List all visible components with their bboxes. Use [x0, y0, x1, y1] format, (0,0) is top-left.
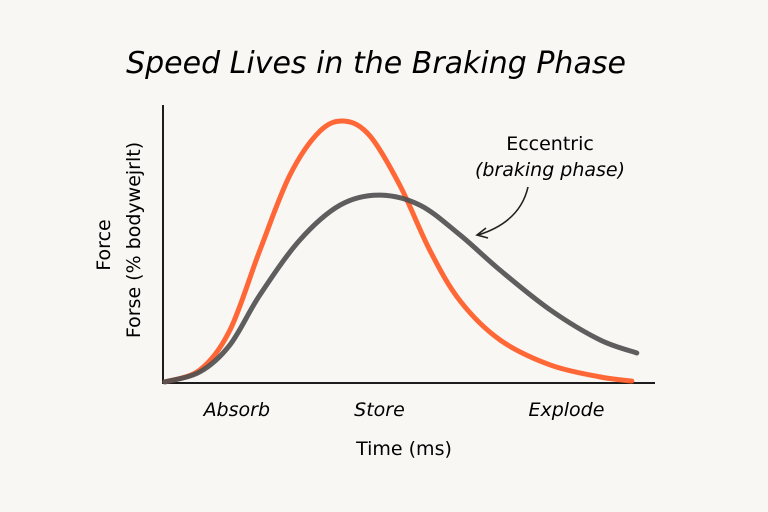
y-axis-label-2: Forse (% bodywejrlt) [123, 142, 145, 338]
phase-label-explode: Explode [528, 399, 604, 421]
annotation-line-1: Eccentric [506, 133, 594, 155]
chart-title: Speed Lives in the Braking Phase [126, 46, 626, 81]
phase-label-absorb: Absorb [202, 399, 270, 421]
x-axis-label: Time (ms) [355, 438, 452, 460]
phase-label-store: Store [354, 399, 405, 421]
y-axis-label-1: Force [93, 219, 115, 270]
annotation-line-2: (braking phase) [475, 159, 625, 181]
gray-curve [162, 192, 640, 385]
annotation-arrow [477, 186, 529, 236]
orange-curve [162, 118, 635, 385]
arrow-head-icon [475, 227, 489, 239]
